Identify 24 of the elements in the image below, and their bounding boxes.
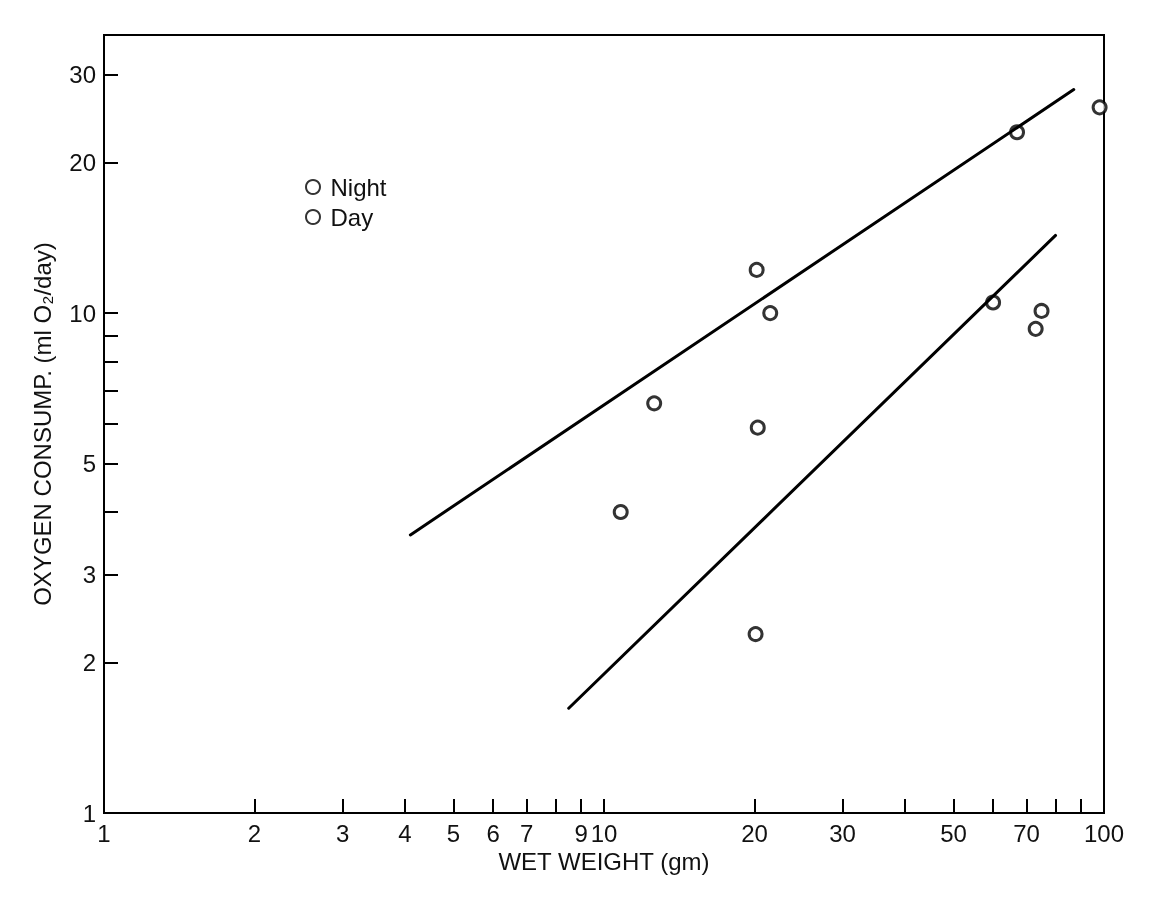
x-axis-title: WET WEIGHT (gm) xyxy=(498,848,710,876)
y-tick-label: 2 xyxy=(82,649,96,677)
y-tick-label: 1 xyxy=(82,799,96,827)
x-tick-label: 20 xyxy=(741,819,768,847)
x-tick-label: 3 xyxy=(335,819,350,847)
x-tick-label: 5 xyxy=(446,819,461,847)
x-tick-label: 50 xyxy=(940,819,967,847)
x-tick-label: 4 xyxy=(398,819,412,847)
y-tick-label: 30 xyxy=(69,61,96,89)
legend-label: Day xyxy=(330,203,374,231)
x-tick-label: 2 xyxy=(247,819,262,847)
legend-label: Night xyxy=(330,173,387,201)
x-tick-label: 100 xyxy=(1083,819,1125,847)
x-tick-label: 7 xyxy=(519,819,534,847)
y-axis-title: OXYGEN CONSUMP. (ml O₂/day) xyxy=(28,242,56,606)
y-tick-label: 3 xyxy=(82,560,96,588)
x-tick-label: 9 xyxy=(574,819,588,847)
x-tick-label: 70 xyxy=(1013,819,1040,847)
x-tick-label: 10 xyxy=(590,819,618,847)
y-tick-label: 10 xyxy=(69,299,96,327)
x-tick-label: 30 xyxy=(829,819,856,847)
y-tick-label: 5 xyxy=(82,450,96,478)
x-tick-label: 6 xyxy=(486,819,500,847)
y-tick-label: 20 xyxy=(69,149,96,177)
